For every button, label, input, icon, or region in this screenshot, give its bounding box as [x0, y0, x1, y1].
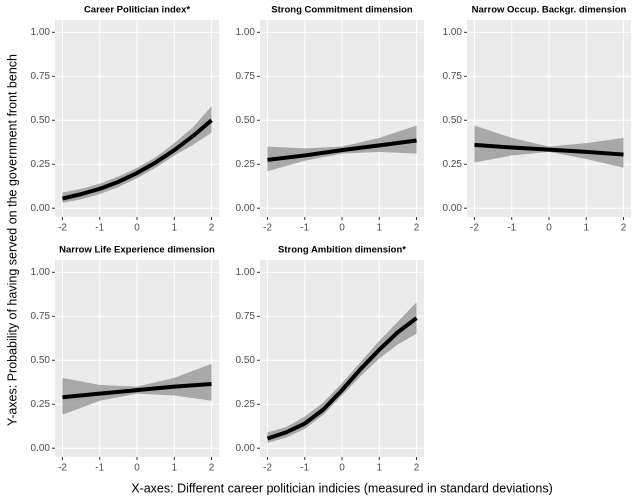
- y-tick-label: 1.00: [236, 267, 256, 278]
- y-tick-label: 0.00: [236, 203, 256, 214]
- fit-line: [61, 118, 213, 201]
- y-tick-label: 0.75: [236, 311, 256, 322]
- y-tick-label: 0.00: [31, 203, 51, 214]
- x-tick-label: 1: [376, 223, 382, 234]
- fit-line: [62, 382, 212, 400]
- x-tick-label: 2: [414, 463, 420, 474]
- y-tick-label: 0.25: [31, 159, 51, 170]
- x-tick-label: -1: [300, 223, 309, 234]
- x-tick-label: 0: [134, 463, 140, 474]
- y-tick-label: 0.00: [236, 443, 256, 454]
- x-tick-label: 2: [209, 223, 215, 234]
- y-tick-label: 0.75: [236, 71, 256, 82]
- y-tick-label: 0.50: [236, 115, 256, 126]
- y-tick-label: 0.50: [31, 355, 51, 366]
- panel-title: Narrow Occup. Backgr. dimension: [472, 5, 627, 16]
- x-tick-label: 0: [339, 463, 345, 474]
- y-tick-label: 1.00: [443, 27, 463, 38]
- y-tick-label: 0.25: [236, 399, 256, 410]
- x-tick-label: 1: [376, 463, 382, 474]
- y-tick-label: 0.25: [31, 399, 51, 410]
- x-tick-label: 2: [414, 223, 420, 234]
- x-tick-label: 1: [171, 463, 177, 474]
- fit-line: [267, 138, 417, 162]
- panel-title: Strong Ambition dimension*: [278, 245, 406, 256]
- x-tick-label: 0: [134, 223, 140, 234]
- x-tick-label: -2: [58, 223, 67, 234]
- y-tick-label: 0.50: [31, 115, 51, 126]
- x-tick-label: 1: [583, 223, 589, 234]
- x-tick-label: -1: [95, 463, 104, 474]
- y-tick-label: 0.75: [31, 311, 51, 322]
- x-tick-label: -2: [58, 463, 67, 474]
- x-tick-label: -1: [300, 463, 309, 474]
- x-tick-label: 1: [171, 223, 177, 234]
- y-tick-label: 1.00: [31, 267, 51, 278]
- x-tick-label: 2: [621, 223, 627, 234]
- y-tick-label: 0.00: [31, 443, 51, 454]
- y-tick-label: 0.50: [443, 115, 463, 126]
- panel-title: Career Politician index*: [84, 5, 190, 16]
- x-tick-label: -2: [470, 223, 479, 234]
- x-tick-label: 2: [209, 463, 215, 474]
- y-tick-label: 0.25: [443, 159, 463, 170]
- y-tick-label: 0.75: [31, 71, 51, 82]
- y-tick-label: 0.75: [443, 71, 463, 82]
- fit-line: [474, 142, 624, 157]
- fit-line: [266, 316, 418, 441]
- panel-title: Strong Commitment dimension: [271, 5, 413, 16]
- panel-title: Narrow Life Experience dimension: [59, 245, 215, 256]
- x-tick-label: -2: [263, 463, 272, 474]
- x-tick-label: 0: [339, 223, 345, 234]
- confidence-band: [474, 125, 624, 168]
- confidence-band: [267, 302, 417, 443]
- y-tick-label: 1.00: [236, 27, 256, 38]
- x-tick-label: -1: [95, 223, 104, 234]
- y-tick-label: 0.25: [236, 159, 256, 170]
- y-tick-label: 0.50: [236, 355, 256, 366]
- x-tick-label: -2: [263, 223, 272, 234]
- y-tick-label: 1.00: [31, 27, 51, 38]
- x-tick-label: 0: [546, 223, 552, 234]
- x-axis-title: X-axes: Different career politician indi…: [131, 481, 553, 495]
- y-axis-title: Y-axes: Probability of having served on …: [5, 54, 19, 426]
- y-tick-label: 0.00: [443, 203, 463, 214]
- x-tick-label: -1: [507, 223, 516, 234]
